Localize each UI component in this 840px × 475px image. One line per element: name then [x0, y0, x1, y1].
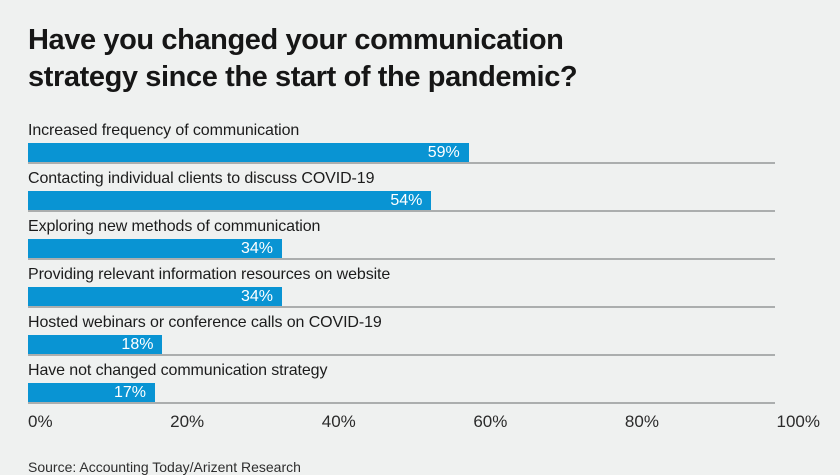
x-axis-tick: 0% — [28, 412, 53, 431]
category-label: Hosted webinars or conference calls on C… — [28, 314, 382, 331]
category-label: Have not changed communication strategy — [28, 362, 328, 379]
bar-value-label: 18% — [121, 336, 154, 353]
category-label: Contacting individual clients to discuss… — [28, 170, 375, 187]
bar-track: 59% — [28, 143, 775, 164]
x-axis: 0% 20% 40% 60% 80% 100% — [28, 412, 820, 432]
bar-value-label: 54% — [390, 192, 423, 209]
chart-title-line-2: strategy since the start of the pandemic… — [28, 61, 578, 93]
bar-row: Contacting individual clients to discuss… — [28, 169, 820, 212]
bar-rows: Increased frequency of communication 59% C… — [28, 121, 820, 404]
bar-fill: 18% — [28, 335, 163, 354]
category-label: Providing relevant information resources… — [28, 266, 391, 283]
x-axis-tick: 80% — [624, 412, 659, 431]
x-axis-tick: 60% — [473, 412, 508, 431]
bar-track: 54% — [28, 191, 775, 212]
bar-row: Increased frequency of communication 59% — [28, 121, 820, 164]
x-axis-tick: 40% — [321, 412, 356, 431]
x-axis-tick: 100% — [776, 412, 820, 431]
chart-title: Have you changed your communication stra… — [28, 22, 820, 96]
bar-fill: 34% — [28, 287, 282, 306]
category-label: Exploring new methods of communication — [28, 218, 321, 235]
bar-fill: 34% — [28, 239, 282, 258]
category-label: Increased frequency of communication — [28, 122, 300, 139]
bar-track: 18% — [28, 335, 775, 356]
bar-value-label: 59% — [427, 144, 460, 161]
bar-track: 34% — [28, 287, 775, 308]
source-attribution: Source: Accounting Today/Arizent Researc… — [28, 459, 301, 475]
bar-value-label: 34% — [240, 288, 273, 305]
chart-title-line-1: Have you changed your communication — [28, 24, 564, 56]
bar-row: Hosted webinars or conference calls on C… — [28, 313, 820, 356]
bar-value-label: 17% — [113, 384, 146, 401]
bar-row: Have not changed communication strategy 1… — [28, 361, 820, 404]
bar-row: Exploring new methods of communication 34… — [28, 217, 820, 260]
bar-value-label: 34% — [240, 240, 273, 257]
bar-fill: 59% — [28, 143, 469, 162]
bar-chart: Increased frequency of communication 59% C… — [28, 121, 820, 432]
bar-track: 17% — [28, 383, 775, 404]
bar-fill: 17% — [28, 383, 155, 402]
x-axis-tick: 20% — [170, 412, 205, 431]
bar-track: 34% — [28, 239, 775, 260]
bar-fill: 54% — [28, 191, 432, 210]
bar-row: Providing relevant information resources… — [28, 265, 820, 308]
